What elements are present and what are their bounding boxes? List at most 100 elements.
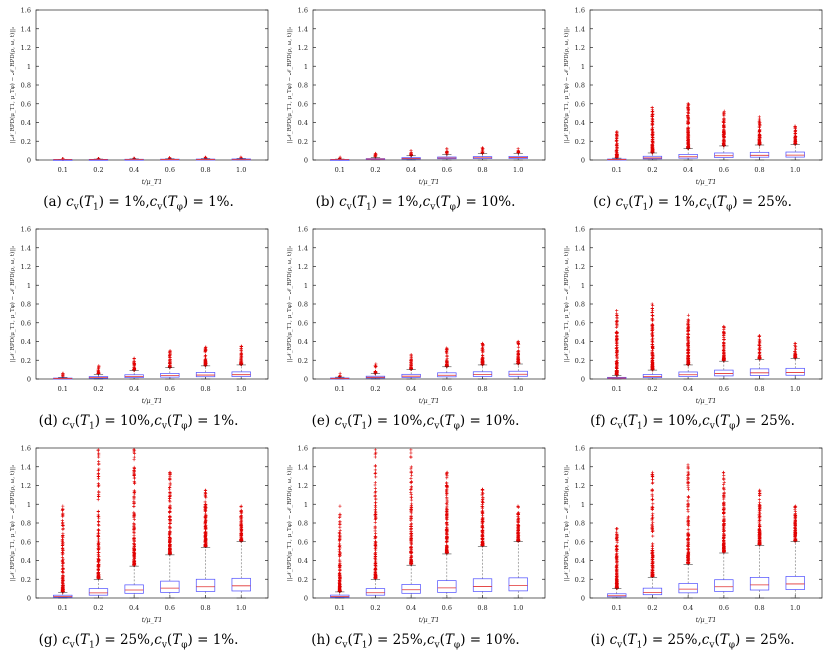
- outlier-mark: [409, 358, 413, 362]
- box-body: [508, 577, 528, 592]
- outlier-mark: [686, 502, 690, 506]
- outlier-mark: [60, 558, 65, 563]
- outlier-mark: [686, 357, 690, 362]
- x-tick-label: 0.2: [647, 385, 657, 393]
- outlier-mark: [516, 534, 520, 539]
- x-axis-label: t/μ_T1: [419, 178, 440, 186]
- outlier-mark: [338, 522, 342, 526]
- outlier-mark: [167, 524, 172, 529]
- box-0.4: [678, 102, 698, 161]
- outlier-mark: [374, 535, 378, 539]
- outlier-mark: [722, 473, 726, 477]
- x-tick-label: 0.8: [477, 604, 487, 612]
- outlier-mark: [409, 358, 413, 363]
- outlier-mark: [132, 547, 136, 551]
- outlier-mark: [373, 555, 377, 559]
- outlier-mark: [445, 150, 449, 154]
- outlier-mark: [338, 528, 342, 532]
- chart-panel: 0 0.2 0.4 0.6 0.8 1 1.2 1.4 1.6 0.1 0.2 0.4 0.6 0.8 1.…: [0, 219, 277, 438]
- y-tick-label: 0.8: [21, 301, 31, 309]
- x-tick-label: 0.6: [719, 385, 729, 393]
- caption-t1-value: 10%: [392, 413, 423, 429]
- x-axis-label: t/μ_T1: [696, 178, 717, 186]
- box-0.6: [160, 349, 180, 380]
- outlier-mark: [203, 354, 208, 358]
- outlier-mark: [445, 496, 449, 500]
- y-tick-label: 1.4: [21, 25, 31, 33]
- outlier-mark: [132, 537, 136, 541]
- outlier-mark: [481, 501, 485, 505]
- outlier-mark: [132, 562, 136, 566]
- box-0.2: [365, 151, 386, 161]
- y-tick-label: 0.2: [21, 357, 31, 365]
- panel-caption: (i) cv(T1) = 25%,cv(Tφ) = 25%.: [590, 632, 795, 651]
- outlier-mark: [61, 532, 65, 536]
- outlier-mark: [651, 120, 655, 124]
- outlier-mark: [204, 533, 208, 537]
- outlier-mark: [686, 336, 690, 341]
- outlier-mark: [409, 471, 413, 475]
- outliers: [409, 353, 414, 371]
- outlier-mark: [409, 558, 413, 562]
- outlier-mark: [757, 141, 761, 145]
- outlier-mark: [409, 448, 413, 452]
- outlier-mark: [758, 538, 762, 542]
- outlier-mark: [793, 124, 797, 128]
- box-body: [749, 368, 770, 376]
- outlier-mark: [338, 371, 342, 375]
- y-tick-label: 0.2: [298, 357, 308, 365]
- outlier-mark: [374, 497, 378, 501]
- outlier-mark: [132, 542, 136, 547]
- box-0.2: [365, 362, 386, 380]
- boxplot-svg: 0 0.2 0.4 0.6 0.8 1 1.2 1.4 1.6 0.1 0.2 0.4 0.6 0.8 1.…: [286, 7, 546, 186]
- outliers: [686, 463, 691, 565]
- panel-caption: (g) cv(T1) = 25%,cv(Tφ) = 1%.: [38, 632, 239, 651]
- chart-panel: 0 0.2 0.4 0.6 0.8 1 1.2 1.4 1.6 0.1 0.2 0.4 0.6 0.8 1.…: [554, 219, 831, 438]
- chart-panel: 0 0.2 0.4 0.6 0.8 1 1.2 1.4 1.6 0.1 0.2 0.4 0.6 0.8 1.…: [277, 0, 554, 219]
- outlier-mark: [686, 102, 690, 106]
- outlier-mark: [650, 333, 654, 337]
- outlier-mark: [651, 331, 655, 335]
- caption-t1-value: 10%: [667, 413, 698, 429]
- outlier-mark: [373, 504, 378, 508]
- outlier-mark: [239, 538, 244, 542]
- outlier-mark: [615, 539, 619, 543]
- outlier-mark: [445, 489, 449, 493]
- outlier-mark: [480, 493, 484, 497]
- y-tick-label: 1: [581, 63, 585, 71]
- outlier-mark: [204, 496, 208, 500]
- panel-caption: (f) cv(T1) = 10%,cv(Tφ) = 25%.: [590, 413, 795, 432]
- outlier-mark: [60, 509, 64, 513]
- box-body: [365, 588, 386, 596]
- outlier-mark: [96, 367, 101, 371]
- outlier-mark: [168, 360, 172, 365]
- box-0.1: [53, 504, 73, 599]
- y-tick-label: 0.4: [21, 119, 31, 127]
- outliers: [239, 504, 244, 543]
- y-tick-label: 0.8: [298, 301, 308, 309]
- outlier-mark: [338, 584, 342, 589]
- outlier-mark: [239, 359, 244, 363]
- outlier-mark: [757, 119, 762, 123]
- outliers: [516, 504, 521, 543]
- outlier-mark: [686, 323, 690, 327]
- outlier-mark: [614, 325, 619, 329]
- outlier-mark: [651, 542, 655, 546]
- outlier-mark: [722, 507, 726, 511]
- outlier-mark: [97, 520, 101, 524]
- outlier-mark: [132, 513, 137, 517]
- x-tick-label: 0.4: [129, 385, 139, 393]
- caption-tphi-value: 10%: [481, 194, 512, 210]
- outlier-mark: [480, 346, 485, 350]
- outlier-mark: [650, 345, 655, 349]
- panel-caption: (h) cv(T1) = 25%,cv(Tφ) = 10%.: [311, 632, 520, 651]
- outlier-mark: [373, 520, 377, 525]
- x-tick-label: 0.1: [335, 385, 345, 393]
- y-tick-label: 1: [581, 282, 585, 290]
- x-tick-label: 0.4: [683, 166, 693, 174]
- outlier-mark: [757, 339, 762, 343]
- outlier-mark: [686, 544, 690, 548]
- outlier-mark: [686, 547, 691, 552]
- y-tick-label: 0.4: [21, 557, 31, 565]
